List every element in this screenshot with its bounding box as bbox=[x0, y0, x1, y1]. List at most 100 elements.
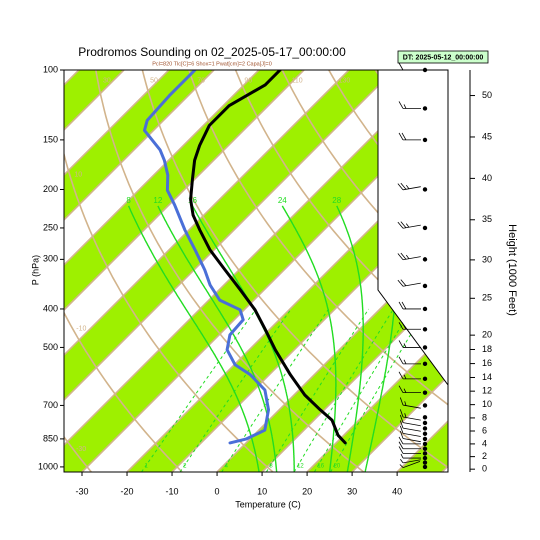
wind-level-dot bbox=[422, 106, 428, 111]
mixing-ratio-label: 1 bbox=[145, 464, 149, 470]
dry-adiabat-label: 90 bbox=[244, 78, 252, 85]
wind-level-dot bbox=[422, 361, 428, 367]
mixing-ratio-line bbox=[179, 308, 292, 472]
y-tick-label: 100 bbox=[43, 64, 58, 74]
barb-staff bbox=[402, 422, 421, 427]
wind-level-dot bbox=[422, 426, 428, 431]
y2-tick-label: 20 bbox=[482, 330, 492, 340]
barb-feather bbox=[399, 409, 404, 418]
dry-adiabat-label: 130 bbox=[339, 78, 351, 85]
y-tick-label: 400 bbox=[43, 303, 58, 313]
plot-area: -30-101030507090110130150170812162428321… bbox=[64, 70, 448, 472]
isotherm bbox=[306, 329, 448, 472]
dry-adiabat-label: 70 bbox=[197, 78, 205, 85]
barb-feather bbox=[400, 221, 407, 229]
barb-staff bbox=[402, 427, 421, 432]
barb-feather bbox=[403, 104, 407, 109]
wind-level-dot bbox=[422, 225, 428, 231]
y-tick-label: 250 bbox=[43, 222, 58, 232]
moist-adiabat bbox=[127, 205, 260, 472]
barb-feather bbox=[405, 184, 410, 190]
barb-feather bbox=[404, 413, 407, 418]
y2-tick-label: 4 bbox=[482, 438, 487, 448]
wind-barb bbox=[398, 441, 421, 450]
y2-tick-label: 50 bbox=[482, 90, 492, 100]
y-tick-label: 850 bbox=[43, 433, 58, 443]
moist-adiabat-label: 24 bbox=[278, 196, 287, 205]
barb-feather bbox=[398, 441, 404, 449]
barb-feather bbox=[403, 343, 407, 348]
barb-feather bbox=[399, 430, 404, 439]
wind-barb bbox=[398, 101, 421, 109]
dry-adiabat bbox=[95, 70, 365, 472]
wind-barb bbox=[398, 132, 421, 141]
wind-barb bbox=[399, 420, 421, 432]
y2-tick-label: 2 bbox=[482, 451, 487, 461]
y2-tick-label: 0 bbox=[482, 464, 487, 474]
barb-feather bbox=[398, 101, 404, 109]
barb-feather bbox=[397, 183, 404, 191]
dry-adiabat-label: 50 bbox=[150, 78, 158, 85]
barb-feather bbox=[405, 223, 410, 228]
wind-barb bbox=[397, 252, 421, 261]
barb-staff bbox=[402, 433, 421, 437]
wind-barb bbox=[398, 371, 421, 380]
wind-barb bbox=[399, 425, 421, 437]
moist-adiabat bbox=[336, 205, 364, 472]
barb-feather bbox=[398, 436, 404, 445]
barb-feather bbox=[398, 385, 404, 393]
mixing-ratio-label: 8 bbox=[269, 464, 273, 470]
barb-feather bbox=[399, 420, 404, 429]
y-tick-label: 150 bbox=[43, 134, 58, 144]
wind-level-dot bbox=[422, 390, 428, 395]
barb-feather bbox=[400, 453, 404, 459]
isotherm bbox=[126, 149, 448, 472]
wind-barb bbox=[399, 430, 421, 443]
y2-tick-label: 30 bbox=[482, 254, 492, 264]
wind-barb bbox=[398, 446, 421, 454]
barb-feather bbox=[398, 132, 404, 141]
moist-adiabat bbox=[191, 205, 295, 472]
y2-tick-label: 12 bbox=[482, 386, 492, 396]
wind-barb bbox=[399, 461, 421, 468]
y-axis-label: P (hPa) bbox=[30, 255, 40, 285]
x-tick-label: -20 bbox=[121, 486, 134, 496]
barb-feather bbox=[397, 253, 404, 260]
x-axis-label: Temperature (C) bbox=[235, 499, 301, 509]
barb-feather bbox=[401, 322, 407, 330]
chart-subtitle: Pcl=820 Tlc[C]=6 Shox=1 Pwat[cm]=2 Capa[… bbox=[152, 61, 272, 67]
barb-feather bbox=[400, 252, 407, 260]
x-tick-label: 10 bbox=[257, 486, 267, 496]
x-tick-label: 0 bbox=[215, 486, 220, 496]
wind-level-dot bbox=[422, 187, 428, 192]
wind-barb bbox=[399, 397, 421, 409]
barb-feather bbox=[398, 446, 404, 454]
barb-feather bbox=[398, 356, 404, 365]
y2-tick-label: 35 bbox=[482, 214, 492, 224]
wind-level-dot bbox=[422, 460, 428, 465]
x-tick-label: -10 bbox=[166, 486, 179, 496]
wind-barb bbox=[400, 459, 421, 464]
barb-feather bbox=[398, 301, 404, 310]
dry-adiabat bbox=[64, 311, 183, 472]
wind-level-dot bbox=[422, 376, 428, 382]
barb-feather bbox=[403, 374, 407, 380]
y2-tick-label: 25 bbox=[482, 293, 492, 303]
wind-level-dot bbox=[422, 345, 428, 350]
wind-level-dot bbox=[422, 446, 428, 451]
y2-axis-label: Height (1000 Feet) bbox=[506, 224, 518, 316]
dry-adiabat bbox=[141, 70, 448, 469]
wind-level-dot bbox=[422, 403, 428, 408]
barb-feather bbox=[401, 301, 407, 310]
barb-feather bbox=[398, 340, 404, 348]
wind-level-dot bbox=[422, 306, 428, 312]
isotherm bbox=[351, 374, 448, 472]
barb-feather bbox=[399, 464, 404, 468]
mixing-ratio-line bbox=[313, 308, 413, 472]
wind-barb bbox=[400, 453, 421, 459]
dry-adiabat bbox=[234, 70, 448, 345]
y-tick-label: 1000 bbox=[38, 461, 58, 471]
isotherm bbox=[64, 70, 395, 402]
y-tick-label: 700 bbox=[43, 400, 58, 410]
